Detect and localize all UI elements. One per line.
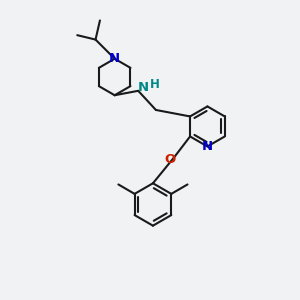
Text: N: N: [138, 81, 149, 94]
Text: N: N: [202, 140, 213, 153]
Text: N: N: [109, 52, 120, 65]
Text: H: H: [149, 78, 159, 91]
Text: O: O: [165, 153, 176, 166]
